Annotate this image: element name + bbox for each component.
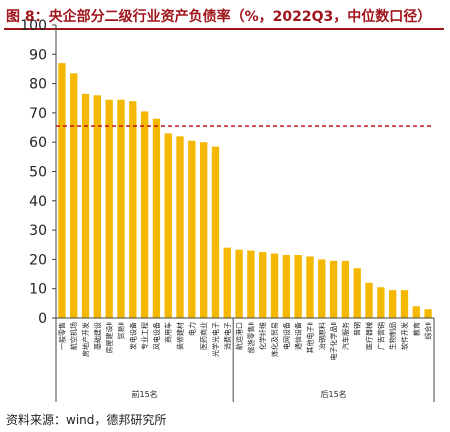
y-tick-label: 80 — [29, 77, 47, 93]
x-category-label: 电子化学品Ⅱ — [329, 322, 338, 360]
chart-title: 图 8：央企部分二级行业资产负债率（%，2022Q3，中位数口径） — [6, 9, 432, 25]
x-category-label: 房屋建设Ⅱ — [105, 322, 114, 353]
x-category-label: 旅游零售Ⅱ — [246, 322, 255, 353]
bar — [247, 250, 255, 318]
y-tick-label: 70 — [29, 106, 47, 122]
x-category-label: 贸易Ⅱ — [116, 322, 125, 339]
bar — [199, 142, 208, 318]
bar — [341, 260, 350, 318]
y-tick-label: 40 — [29, 194, 47, 210]
bar — [129, 101, 137, 319]
y-tick-label: 20 — [29, 252, 47, 268]
bar — [270, 253, 279, 318]
x-category-label: 装修建材 — [176, 322, 185, 350]
y-tick-label: 90 — [29, 47, 47, 63]
x-category-label: 教育 — [412, 322, 421, 336]
x-category-label: 航运港口 — [235, 322, 244, 350]
y-tick-label: 0 — [38, 311, 47, 327]
bar — [164, 133, 172, 318]
bar — [412, 306, 420, 318]
bar — [294, 255, 302, 318]
x-category-label: 风电设备 — [152, 322, 161, 350]
y-tick-label: 30 — [29, 223, 47, 239]
x-category-label: 电力 — [187, 322, 196, 336]
bar — [223, 247, 231, 318]
bar — [81, 93, 90, 318]
x-category-label: 房地产开发 — [81, 322, 90, 357]
bar — [318, 259, 326, 318]
bar — [211, 146, 220, 318]
x-category-label: 炼化及贸易 — [270, 322, 279, 357]
bar — [329, 260, 338, 318]
bar — [282, 255, 291, 318]
bar — [400, 290, 409, 318]
y-tick-label: 100 — [20, 18, 47, 34]
x-category-label: 生物制品 — [388, 322, 397, 350]
bar — [306, 256, 314, 318]
x-category-label: 化学纤维 — [258, 322, 267, 350]
x-category-label: 其他电子Ⅱ — [305, 322, 314, 353]
x-category-label: 航空机场 — [69, 322, 78, 350]
group-label: 后15名 — [321, 389, 347, 399]
x-category-label: 电网设备 — [282, 322, 291, 350]
bar — [117, 99, 125, 318]
bar — [140, 111, 149, 318]
bar — [365, 282, 373, 318]
bar — [152, 118, 161, 318]
bar — [424, 309, 432, 318]
bar — [388, 290, 397, 318]
y-tick-label: 10 — [29, 282, 47, 298]
bar — [105, 99, 113, 318]
bar — [176, 136, 184, 318]
x-category-label: 发电设备 — [128, 322, 137, 350]
x-category-label: 基础建设 — [93, 322, 102, 350]
x-category-label: 专业工程 — [140, 322, 149, 350]
x-category-label: 商用车 — [164, 322, 173, 343]
bar-chart: 0 10 20 30 40 50 60 70 80 90 100 一般零售 航空机场 房地产开发 基础建设房… — [20, 18, 435, 402]
x-category-label: 一般零售 — [57, 322, 66, 350]
bar — [58, 63, 66, 319]
y-tick-label: 60 — [29, 135, 47, 151]
x-category-label: 医疗器械 — [365, 322, 374, 350]
x-category-label: 广告营销 — [376, 322, 385, 350]
bar — [235, 249, 243, 318]
source-note: 资料来源：wind，德邦研究所 — [6, 413, 167, 427]
group-label: 前15名 — [132, 389, 158, 399]
bar — [377, 287, 385, 318]
bar — [353, 268, 361, 318]
x-category-label: 汽车服务 — [341, 322, 350, 350]
x-category-label: 综合Ⅱ — [424, 322, 433, 339]
x-category-label: 医药商业 — [199, 322, 208, 350]
x-category-label: 光学光电子 — [211, 322, 220, 357]
title-rule — [4, 28, 444, 30]
bar — [188, 140, 196, 318]
bar — [259, 252, 267, 318]
x-category-label: 冶钢原料 — [317, 322, 326, 350]
bar — [93, 95, 102, 318]
x-category-label: 通信设备 — [294, 322, 303, 350]
bar — [70, 73, 78, 318]
x-category-label: 消费电子 — [223, 322, 232, 350]
x-category-label: 普钢 — [353, 322, 362, 336]
x-category-label: 软件开发 — [400, 322, 409, 350]
y-tick-label: 50 — [29, 165, 47, 181]
